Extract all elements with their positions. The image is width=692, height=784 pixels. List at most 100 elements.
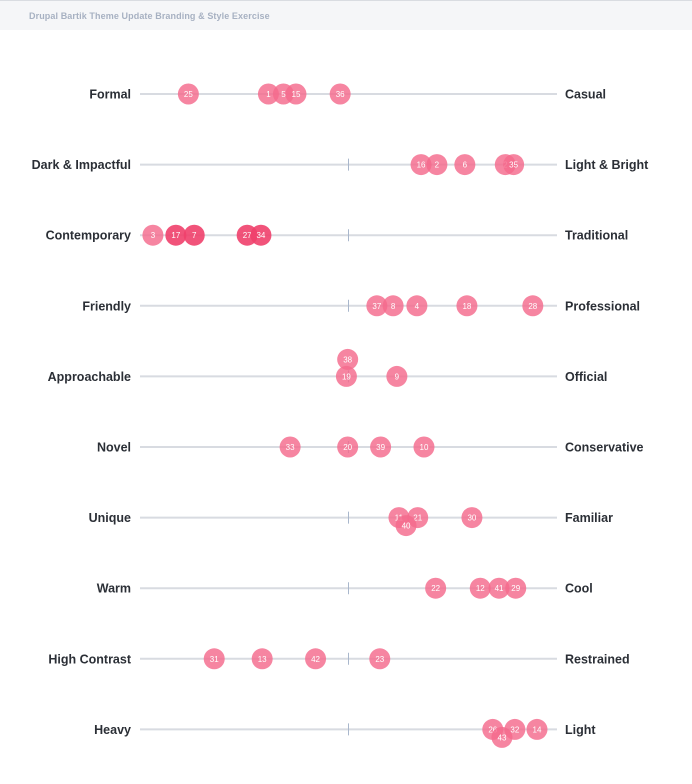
response-id: 21: [413, 514, 422, 523]
response-marker: 43: [491, 726, 513, 748]
response-marker: 31: [203, 648, 225, 670]
response-id: 31: [210, 655, 219, 664]
response-dot: [522, 295, 544, 317]
response-id: 35: [509, 161, 518, 170]
scale-right-label: Familiar: [565, 511, 613, 525]
response-id: 16: [417, 161, 426, 170]
response-dot: [257, 83, 279, 105]
scale-row: Contemporary Traditional 3 17 7 27 34: [46, 224, 628, 246]
response-id: 34: [256, 231, 265, 240]
response-dot: [382, 295, 404, 317]
scale-left-label: Warm: [97, 582, 131, 596]
response-id: 40: [402, 522, 411, 531]
response-dot: [386, 365, 408, 387]
response-id: 14: [533, 725, 542, 734]
response-marker: 20: [337, 436, 359, 458]
response-id: 20: [343, 443, 352, 452]
response-dot: [469, 577, 491, 599]
response-id: 23: [375, 655, 384, 664]
response-id: 13: [258, 655, 267, 664]
response-id: 25: [184, 90, 193, 99]
scale-row: UniqueFamiliar11214030: [89, 507, 613, 537]
response-id: 4: [415, 302, 420, 311]
scale-row: Warm Cool 22 12 41 29: [97, 577, 593, 599]
response-marker: 8: [382, 295, 404, 317]
scale-left-label: Friendly: [82, 299, 131, 313]
response-dot: [183, 224, 205, 246]
response-id: 30: [467, 514, 476, 523]
response-marker: 40: [395, 515, 417, 537]
scale-row: High Contrast Restrained 31 13 42 23: [48, 648, 630, 670]
response-marker: 12: [469, 577, 491, 599]
response-dot: [426, 154, 448, 176]
response-marker: 1: [257, 83, 279, 105]
response-marker: 33: [279, 436, 301, 458]
response-dot: [177, 83, 199, 105]
response-id: 19: [342, 372, 351, 381]
scale-left-label: Formal: [89, 88, 131, 102]
response-dot: [413, 436, 435, 458]
response-marker: 28: [522, 295, 544, 317]
response-dot: [370, 436, 392, 458]
response-marker: 4: [406, 295, 428, 317]
response-id: 5: [281, 90, 286, 99]
scale-row: Heavy Light 26 32 14 43: [94, 718, 596, 748]
response-marker: 30: [461, 507, 483, 529]
response-marker: 29: [505, 577, 527, 599]
scale-right-label: Traditional: [565, 229, 628, 243]
scale-left-label: Novel: [97, 441, 131, 455]
response-marker: 41: [488, 577, 510, 599]
response-marker: 25: [177, 83, 199, 105]
scale-row: Friendly Professional 37 8 4 18 28: [82, 295, 640, 317]
response-dot: [337, 348, 359, 370]
response-marker: 17: [165, 224, 187, 246]
response-id: 1: [266, 90, 271, 99]
response-dot: [337, 436, 359, 458]
response-id: 6: [463, 161, 468, 170]
response-marker: 14: [526, 718, 548, 740]
response-id: 27: [243, 231, 252, 240]
response-dot: [488, 577, 510, 599]
page-header: Drupal Bartik Theme Update Branding & St…: [0, 0, 692, 30]
response-marker: 15: [285, 83, 307, 105]
scale-right-label: Restrained: [565, 652, 630, 666]
scale-right-label: Light: [565, 723, 596, 737]
response-id: 15: [292, 90, 301, 99]
response-dot: [142, 224, 164, 246]
response-marker: 22: [425, 577, 447, 599]
response-id: 33: [286, 443, 295, 452]
response-marker: 36: [329, 83, 351, 105]
scale-right-label: Professional: [565, 299, 640, 313]
scale-right-label: Light & Bright: [565, 158, 649, 172]
scale-left-label: Unique: [89, 511, 131, 525]
response-dot: [251, 648, 273, 670]
response-dot: [410, 154, 432, 176]
response-dot: [279, 436, 301, 458]
scale-left-label: Heavy: [94, 723, 131, 737]
response-marker: 3: [142, 224, 164, 246]
scale-right-label: Casual: [565, 88, 606, 102]
response-marker: 16: [410, 154, 432, 176]
response-id: 7: [192, 231, 197, 240]
response-id: 39: [376, 443, 385, 452]
response-marker: 10: [413, 436, 435, 458]
page-title: Drupal Bartik Theme Update Branding & St…: [29, 11, 270, 21]
response-dot: [250, 224, 272, 246]
response-dot: [285, 83, 307, 105]
response-dot: [335, 365, 357, 387]
response-dot: [329, 83, 351, 105]
response-dot: [203, 648, 225, 670]
response-marker: 18: [456, 295, 478, 317]
response-id: 8: [391, 302, 396, 311]
response-dot: [366, 295, 388, 317]
response-id: 32: [510, 725, 519, 734]
scale-right-label: Cool: [565, 582, 593, 596]
response-dot: [369, 648, 391, 670]
scale-right-label: Conservative: [565, 441, 644, 455]
scale-right-label: Official: [565, 370, 607, 384]
scale-left-label: Dark & Impactful: [32, 158, 131, 172]
response-marker: 7: [183, 224, 205, 246]
response-dot: [456, 295, 478, 317]
